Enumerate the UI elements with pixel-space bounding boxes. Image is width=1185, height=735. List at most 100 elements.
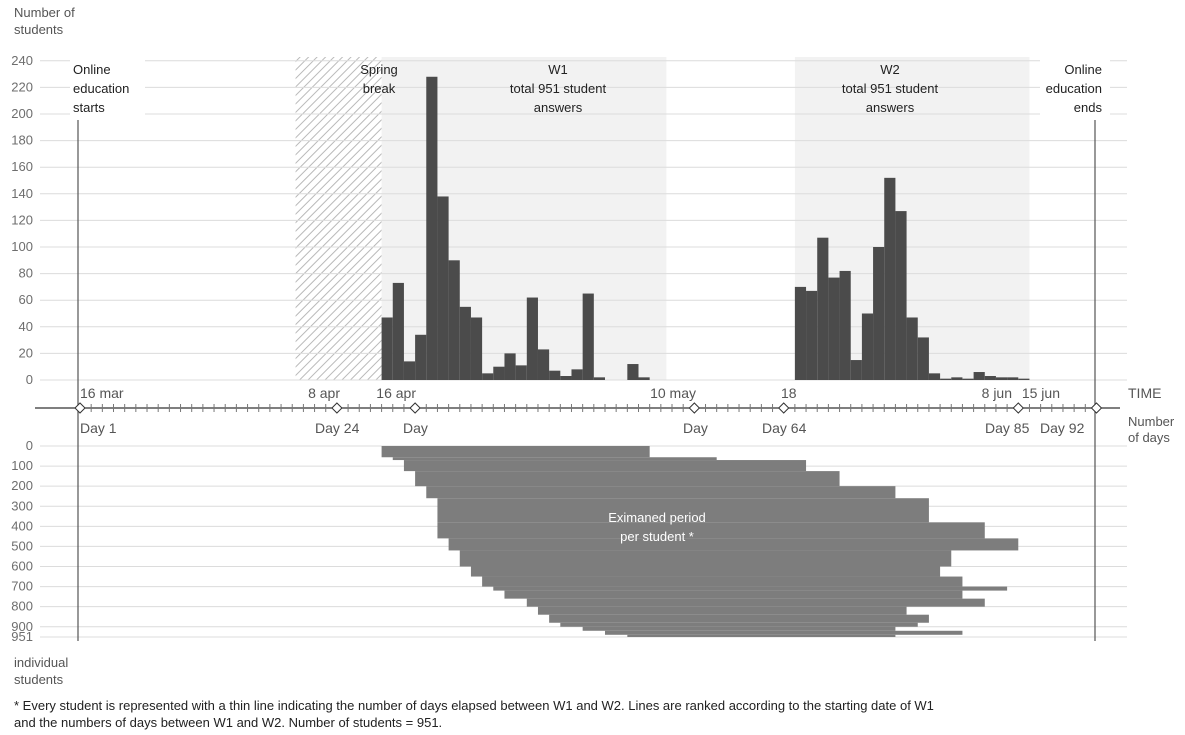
student-band-1 [392, 457, 717, 461]
ylabel-1: Number of [14, 5, 75, 20]
y-tick-40: 40 [19, 319, 33, 334]
student-band-14 [537, 606, 907, 615]
bar-day-70 [850, 360, 862, 380]
footnote: * Every student is represented with a th… [14, 697, 1164, 731]
bar-day-32 [426, 76, 438, 380]
bar-day-40 [515, 365, 527, 380]
spring-break-text-1: break [363, 81, 396, 96]
y-tick-240: 240 [11, 53, 33, 68]
bar-day-83 [995, 377, 1008, 380]
bar-day-31 [415, 334, 427, 380]
bar-day-81 [973, 372, 985, 380]
bottom-tick-700: 700 [11, 579, 33, 594]
student-band-0 [381, 446, 650, 458]
student-band-6 [437, 522, 985, 539]
student-band-8 [459, 550, 952, 567]
bar-day-67 [817, 237, 829, 380]
day-label-5: Day 85 [985, 420, 1030, 436]
bar-day-71 [861, 313, 874, 380]
bar-day-82 [984, 376, 996, 380]
axis-diamond-24 [331, 402, 343, 414]
day-label-1: Day 24 [315, 420, 360, 436]
student-band-13 [526, 598, 985, 607]
w2-text-0: W2 [880, 62, 900, 77]
w1-band [381, 57, 667, 380]
bar-day-44 [560, 376, 572, 380]
online-start-backing [70, 60, 145, 115]
axis-diamond-64 [778, 402, 790, 414]
student-band-2 [403, 460, 807, 472]
bar-day-79 [951, 377, 963, 380]
date-label-1: 8 apr [308, 385, 340, 401]
w1-text-1: total 951 student [510, 81, 607, 96]
bar-day-50 [627, 364, 639, 380]
student-band-7 [448, 538, 1019, 551]
bar-day-66 [806, 290, 818, 380]
student-band-5 [437, 498, 929, 523]
online-end-text-2: ends [1074, 100, 1103, 115]
axis-time-label: TIME [1128, 385, 1161, 401]
day-label-2: Day [403, 420, 428, 436]
bar-day-74 [895, 211, 907, 380]
online-end-backing [1040, 60, 1110, 115]
axis-days-label-1: Number [1128, 414, 1175, 429]
online-start-text-0: Online [73, 62, 111, 77]
examined-text-1: per student * [620, 529, 694, 544]
bottom-tick-0: 0 [26, 438, 33, 453]
bottom-tick-400: 400 [11, 518, 33, 533]
bar-day-45 [571, 369, 583, 380]
bar-day-76 [917, 337, 929, 380]
student-band-19 [627, 634, 896, 637]
spring-break-band [295, 57, 382, 380]
bar-day-34 [448, 260, 460, 380]
ylabel-2: students [14, 22, 64, 37]
bar-day-37 [482, 373, 494, 380]
bottom-tick-600: 600 [11, 559, 33, 574]
y-tick-120: 120 [11, 212, 33, 227]
bar-day-51 [638, 377, 650, 380]
bottom-tick-900: 900 [11, 619, 33, 634]
student-band-15 [549, 614, 929, 623]
bar-day-84 [1007, 377, 1019, 380]
bottom-tick-300: 300 [11, 498, 33, 513]
footnote-line-2: and the numbers of days between W1 and W… [14, 715, 443, 730]
online-end-text-0: Online [1064, 62, 1102, 77]
bottom-tick-100: 100 [11, 458, 33, 473]
axis-diamond-31 [409, 402, 421, 414]
examined-text-0: Eximaned period [608, 510, 706, 525]
online-start-text-1: education [73, 81, 129, 96]
bar-day-80 [962, 378, 974, 380]
bottom-ylabel-2: students [14, 672, 64, 687]
bottom-tick-200: 200 [11, 478, 33, 493]
day-label-3: Day [683, 420, 708, 436]
bottom-ylabel-1: individual [14, 655, 68, 670]
spring-break-text-0: Spring [360, 62, 398, 77]
bottom-tick-951: 951 [11, 629, 33, 644]
date-label-3: 10 may [650, 385, 696, 401]
y-tick-100: 100 [11, 239, 33, 254]
y-tick-220: 220 [11, 79, 33, 94]
w2-text-2: answers [866, 100, 915, 115]
axis-diamond-85 [1012, 402, 1024, 414]
axis-diamond-1 [74, 402, 86, 414]
y-tick-20: 20 [19, 345, 33, 360]
day-label-6: Day 92 [1040, 420, 1085, 436]
student-band-3 [415, 471, 840, 487]
bar-day-78 [940, 378, 952, 380]
date-label-0: 16 mar [80, 385, 124, 401]
bar-day-68 [828, 277, 840, 380]
bar-day-73 [884, 177, 896, 380]
bar-day-75 [906, 317, 918, 380]
student-band-18 [604, 630, 963, 635]
date-label-4: 18 [781, 385, 797, 401]
bar-day-30 [403, 361, 416, 380]
bar-day-33 [437, 196, 449, 380]
bottom-tick-500: 500 [11, 538, 33, 553]
student-band-9 [470, 566, 941, 577]
bar-day-29 [392, 282, 404, 380]
online-start-text-2: starts [73, 100, 105, 115]
bar-day-69 [839, 270, 851, 380]
student-band-16 [560, 622, 918, 627]
bar-day-77 [928, 373, 941, 380]
axis-days-label-2: of days [1128, 430, 1170, 445]
